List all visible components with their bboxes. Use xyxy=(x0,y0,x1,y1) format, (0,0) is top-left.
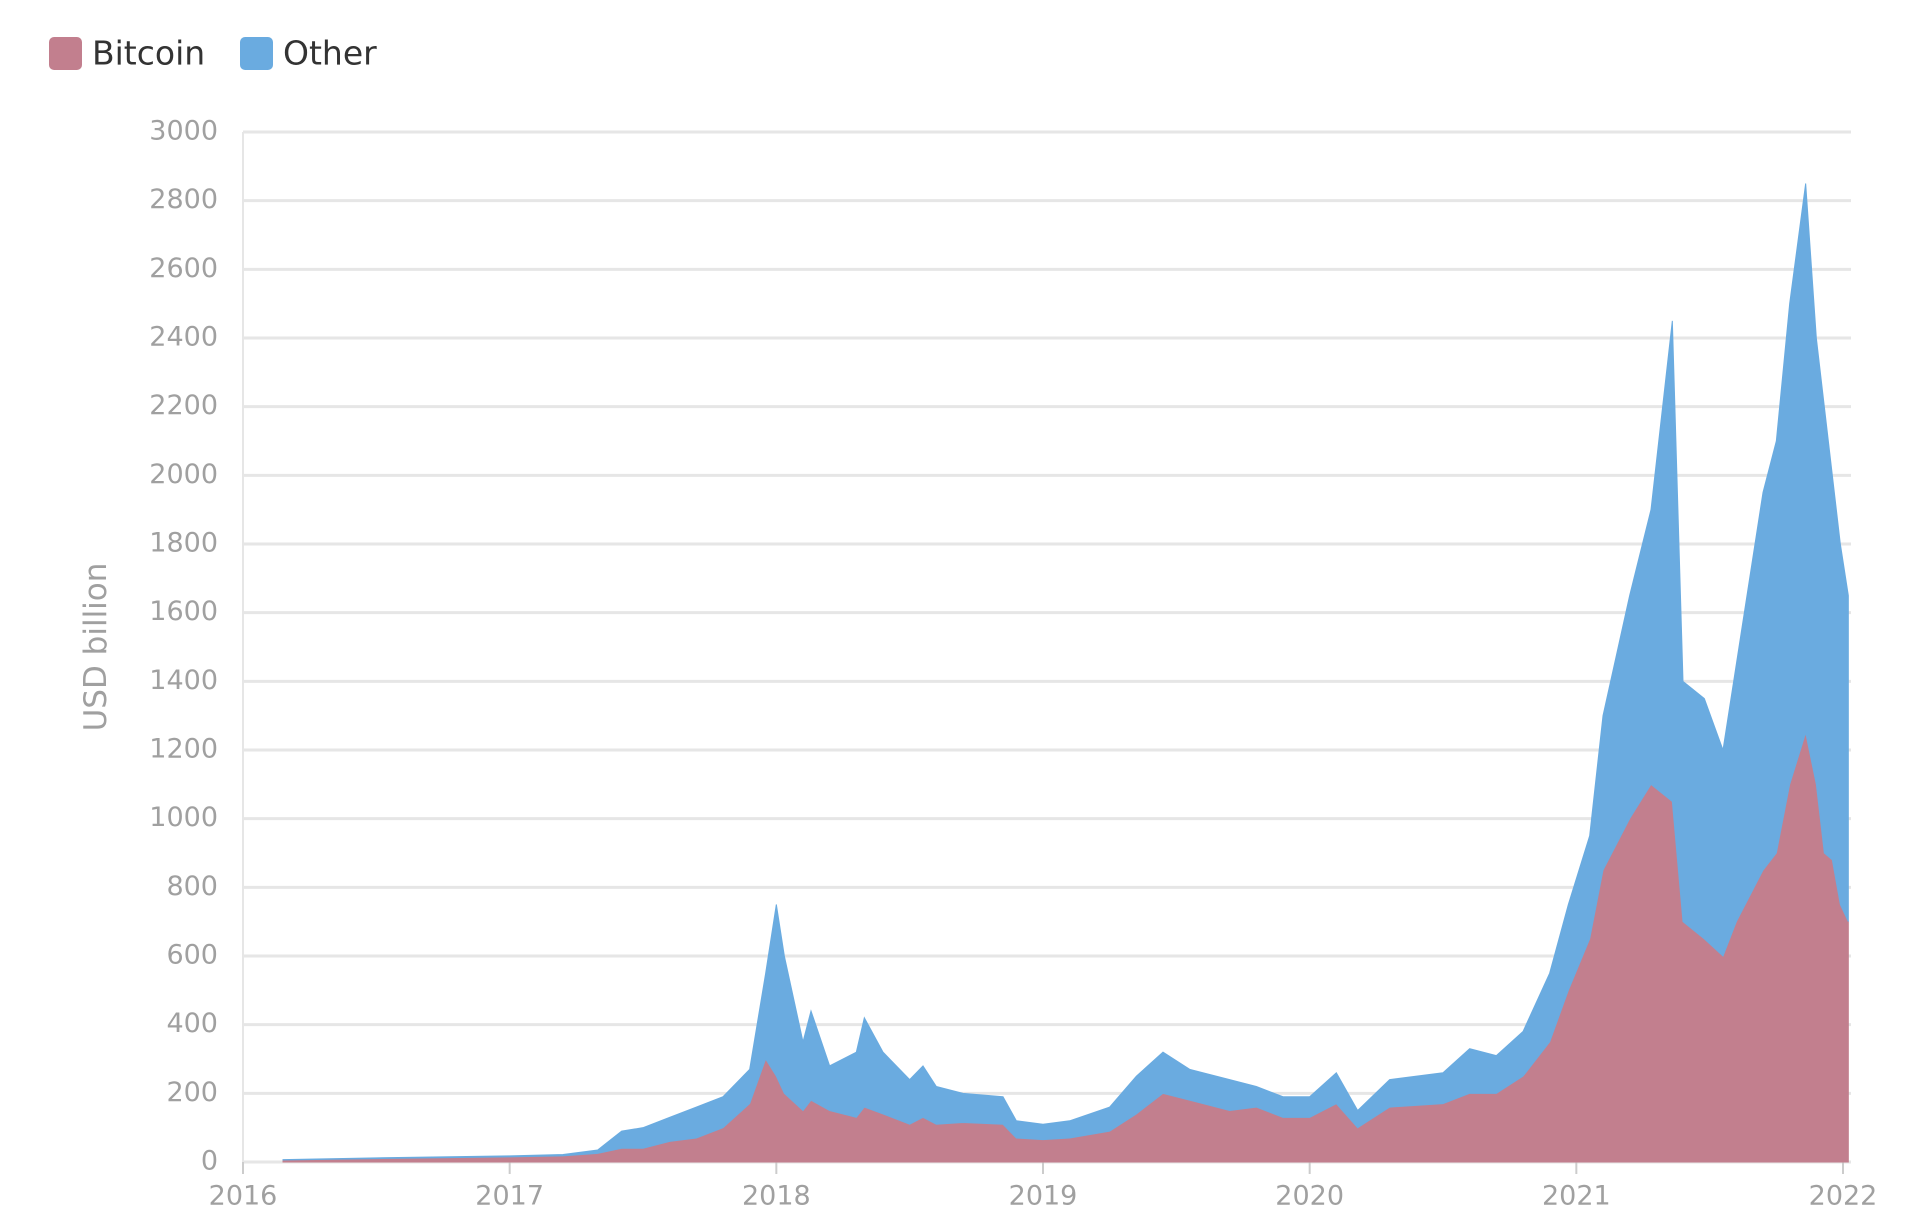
x-tick-label: 2019 xyxy=(1009,1181,1078,1212)
legend-label: Other xyxy=(283,34,377,73)
y-tick-label: 200 xyxy=(166,1077,218,1108)
y-axis-label: USD billion xyxy=(78,563,114,732)
x-tick-label: 2017 xyxy=(475,1181,544,1212)
y-tick-label: 3000 xyxy=(149,116,218,147)
x-tick-label: 2018 xyxy=(742,1181,811,1212)
y-tick-label: 800 xyxy=(166,871,218,902)
legend-label: Bitcoin xyxy=(92,34,205,73)
area xyxy=(282,183,1849,1161)
y-tick-label: 1000 xyxy=(149,802,218,833)
y-tick-label: 2400 xyxy=(149,322,218,353)
legend-swatch xyxy=(240,37,273,70)
y-tick-label: 2800 xyxy=(149,184,218,215)
y-tick-label: 600 xyxy=(166,940,218,971)
y-tick-label: 1400 xyxy=(149,665,218,696)
y-tick-label: 1800 xyxy=(149,528,218,559)
x-tick-label: 2022 xyxy=(1809,1181,1878,1212)
x-tick-label: 2016 xyxy=(209,1181,278,1212)
y-tick-label: 1600 xyxy=(149,596,218,627)
y-tick-label: 2600 xyxy=(149,253,218,284)
grid xyxy=(243,130,1851,1164)
y-tick-label: 2200 xyxy=(149,390,218,421)
y-tick-label: 2000 xyxy=(149,459,218,490)
x-tick-label: 2020 xyxy=(1275,1181,1344,1212)
y-tick-label: 400 xyxy=(166,1008,218,1039)
y-tick-label: 1200 xyxy=(149,734,218,765)
legend-swatch xyxy=(49,37,82,70)
y-tick-label: 0 xyxy=(201,1146,218,1177)
x-tick-label: 2021 xyxy=(1542,1181,1611,1212)
